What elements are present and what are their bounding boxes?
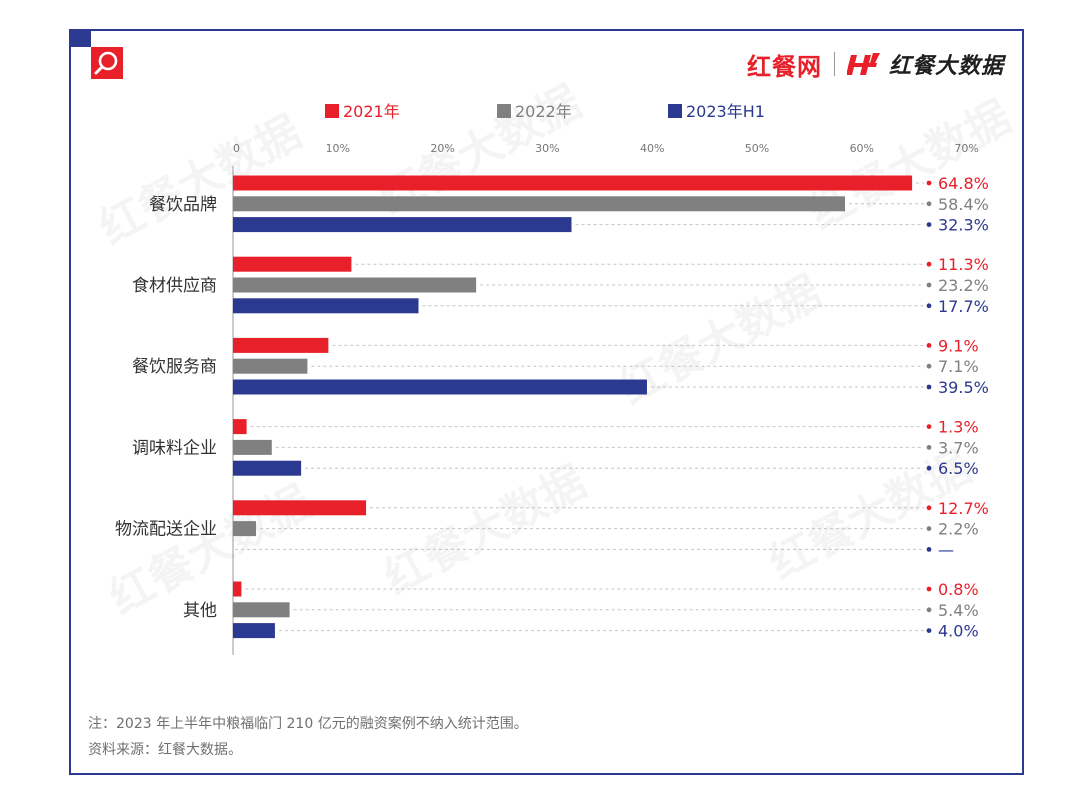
label-dot — [926, 465, 932, 471]
value-label: 23.2% — [938, 276, 989, 295]
legend-label: 2022年 — [515, 102, 572, 121]
category-label: 其他 — [183, 601, 217, 621]
value-label: 64.8% — [938, 174, 989, 193]
value-label: 3.7% — [938, 438, 979, 457]
x-tick-label: 40% — [640, 142, 664, 155]
legend-label: 2023年H1 — [686, 102, 765, 121]
value-label: 6.5% — [938, 459, 979, 478]
bar — [233, 419, 247, 435]
legend-swatch — [668, 104, 682, 118]
category-label: 食材供应商 — [132, 276, 217, 296]
guide-lines — [235, 182, 924, 632]
label-dot — [926, 526, 932, 531]
x-tick-label: 30% — [535, 142, 559, 155]
legend-label: 2021年 — [343, 102, 400, 121]
label-dot — [926, 607, 932, 613]
brand-site-name: 红餐网 — [746, 52, 822, 81]
label-dot — [926, 261, 932, 267]
watermark-text: 红餐大数据 — [376, 456, 594, 604]
legend-swatch — [497, 104, 511, 118]
legend-swatch — [325, 104, 339, 118]
brand-separator — [833, 52, 835, 76]
bar — [233, 439, 272, 455]
label-dot — [926, 505, 932, 511]
x-tick-label: 10% — [326, 142, 350, 155]
chart-frame — [69, 29, 1024, 775]
h-brand-icon — [846, 53, 880, 75]
value-label: 32.3% — [938, 216, 989, 235]
value-label: 39.5% — [938, 378, 989, 397]
corner-tab — [69, 29, 91, 47]
bar — [233, 358, 308, 374]
category-label: 餐饮品牌 — [149, 195, 217, 215]
bar — [233, 196, 846, 212]
value-label: 12.7% — [938, 499, 989, 518]
x-axis: 0 10% 20% 30% 40% 50% 60% 70% — [232, 142, 979, 655]
label-dot — [926, 282, 932, 288]
label-dot — [926, 303, 932, 309]
bar — [233, 379, 647, 395]
label-dot — [926, 628, 932, 633]
bar — [233, 175, 913, 191]
category-label: 调味料企业 — [132, 438, 217, 458]
label-dot — [926, 363, 932, 369]
bar — [233, 256, 352, 272]
label-dot — [926, 586, 932, 592]
x-tick-label: 60% — [850, 142, 874, 155]
label-dot — [926, 222, 932, 228]
brand-data-label: 红餐大数据 — [888, 54, 1004, 79]
label-dot — [926, 547, 932, 552]
chart-legend: 2021年 2022年 2023年H1 — [325, 102, 765, 121]
x-tick-label: 0 — [233, 142, 240, 155]
bar — [233, 337, 329, 353]
value-label: 0.8% — [938, 580, 979, 599]
value-label: 2.2% — [938, 520, 979, 539]
value-label: 1.3% — [938, 418, 979, 437]
value-label: 9.1% — [938, 336, 979, 355]
x-tick-label: 50% — [745, 142, 769, 155]
label-dot — [926, 424, 932, 429]
category-label: 餐饮服务商 — [132, 357, 217, 377]
value-label: 17.7% — [938, 297, 989, 316]
bar — [233, 623, 275, 639]
value-label: 4.0% — [938, 622, 979, 641]
category-label: 物流配送企业 — [115, 520, 217, 540]
value-label: — — [938, 540, 954, 559]
value-label: 5.4% — [938, 601, 979, 620]
bar-layer — [233, 175, 913, 639]
label-dot — [926, 180, 932, 186]
magnifier-icon — [91, 47, 123, 79]
label-dot — [926, 384, 932, 390]
bar — [233, 581, 242, 597]
bar — [233, 521, 257, 537]
bar — [233, 460, 302, 476]
bar — [233, 602, 290, 618]
bar — [233, 217, 572, 233]
x-tick-label: 70% — [954, 142, 978, 155]
brand-header: 红餐网 红餐大数据 — [747, 46, 1004, 82]
label-dot — [926, 201, 932, 207]
source-note: 资料来源：红餐大数据。 — [88, 742, 242, 758]
label-dot — [926, 343, 932, 348]
x-tick-label: 20% — [430, 142, 454, 155]
value-label: 11.3% — [938, 255, 989, 274]
value-labels: 64.8% 58.4% 32.3% 11.3% 23.2% 17.7% 9.1% 7.1% 39… — [926, 174, 989, 641]
footnote: 注：2023 年上半年中粮福临门 210 亿元的融资案例不纳入统计范围。 — [88, 716, 528, 732]
bar — [233, 298, 419, 314]
bar — [233, 500, 367, 516]
value-label: 7.1% — [938, 357, 979, 376]
bar — [233, 277, 477, 293]
label-dot — [926, 445, 932, 450]
value-label: 58.4% — [938, 195, 989, 214]
